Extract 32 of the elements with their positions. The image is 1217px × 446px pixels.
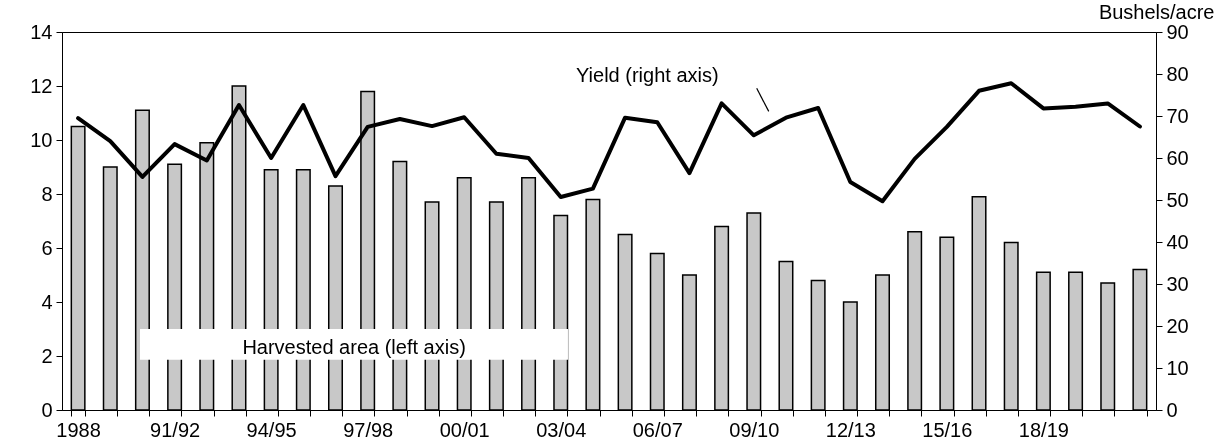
y2-tick-label: 10 [1166,356,1189,379]
y2-tick-label: 20 [1166,314,1189,337]
y-tick-label: 0 [41,398,53,421]
x-tick-label: 91/92 [150,418,201,441]
y2-tick-label: 0 [1166,398,1178,421]
x-tick-label: 94/95 [246,418,297,441]
y-tick-label: 12 [30,74,53,97]
x-tick-label: 1988 [56,418,101,441]
x-tick-label: 15/16 [922,418,973,441]
y-tick-label: 10 [30,128,53,151]
x-tick-label: 12/13 [825,418,876,441]
y-tick-label: 4 [41,290,53,313]
y2-tick-label: 70 [1166,104,1189,127]
x-tick-label: 00/01 [439,418,490,441]
y2-tick-label: 30 [1166,272,1189,295]
y2-axis-title: Bushels/acre [1098,0,1215,23]
y2-tick-label: 40 [1166,230,1189,253]
y-tick-label: 8 [41,182,53,205]
x-tick-label: 06/07 [632,418,683,441]
y-tick-label: 2 [41,344,53,367]
y2-tick-label: 50 [1166,188,1189,211]
x-tick-label: 03/04 [536,418,587,441]
y-tick-label: 14 [30,20,53,43]
y-tick-label: 6 [41,236,53,259]
x-tick-label: 97/98 [343,418,394,441]
series-label: Yield (right axis) [575,63,719,86]
series-label: Harvested area (left axis) [242,336,466,359]
y2-tick-label: 60 [1166,146,1189,169]
y2-tick-label: 80 [1166,62,1189,85]
y2-tick-label: 90 [1166,20,1189,43]
x-tick-label: 09/10 [729,418,780,441]
x-tick-label: 18/19 [1018,418,1069,441]
